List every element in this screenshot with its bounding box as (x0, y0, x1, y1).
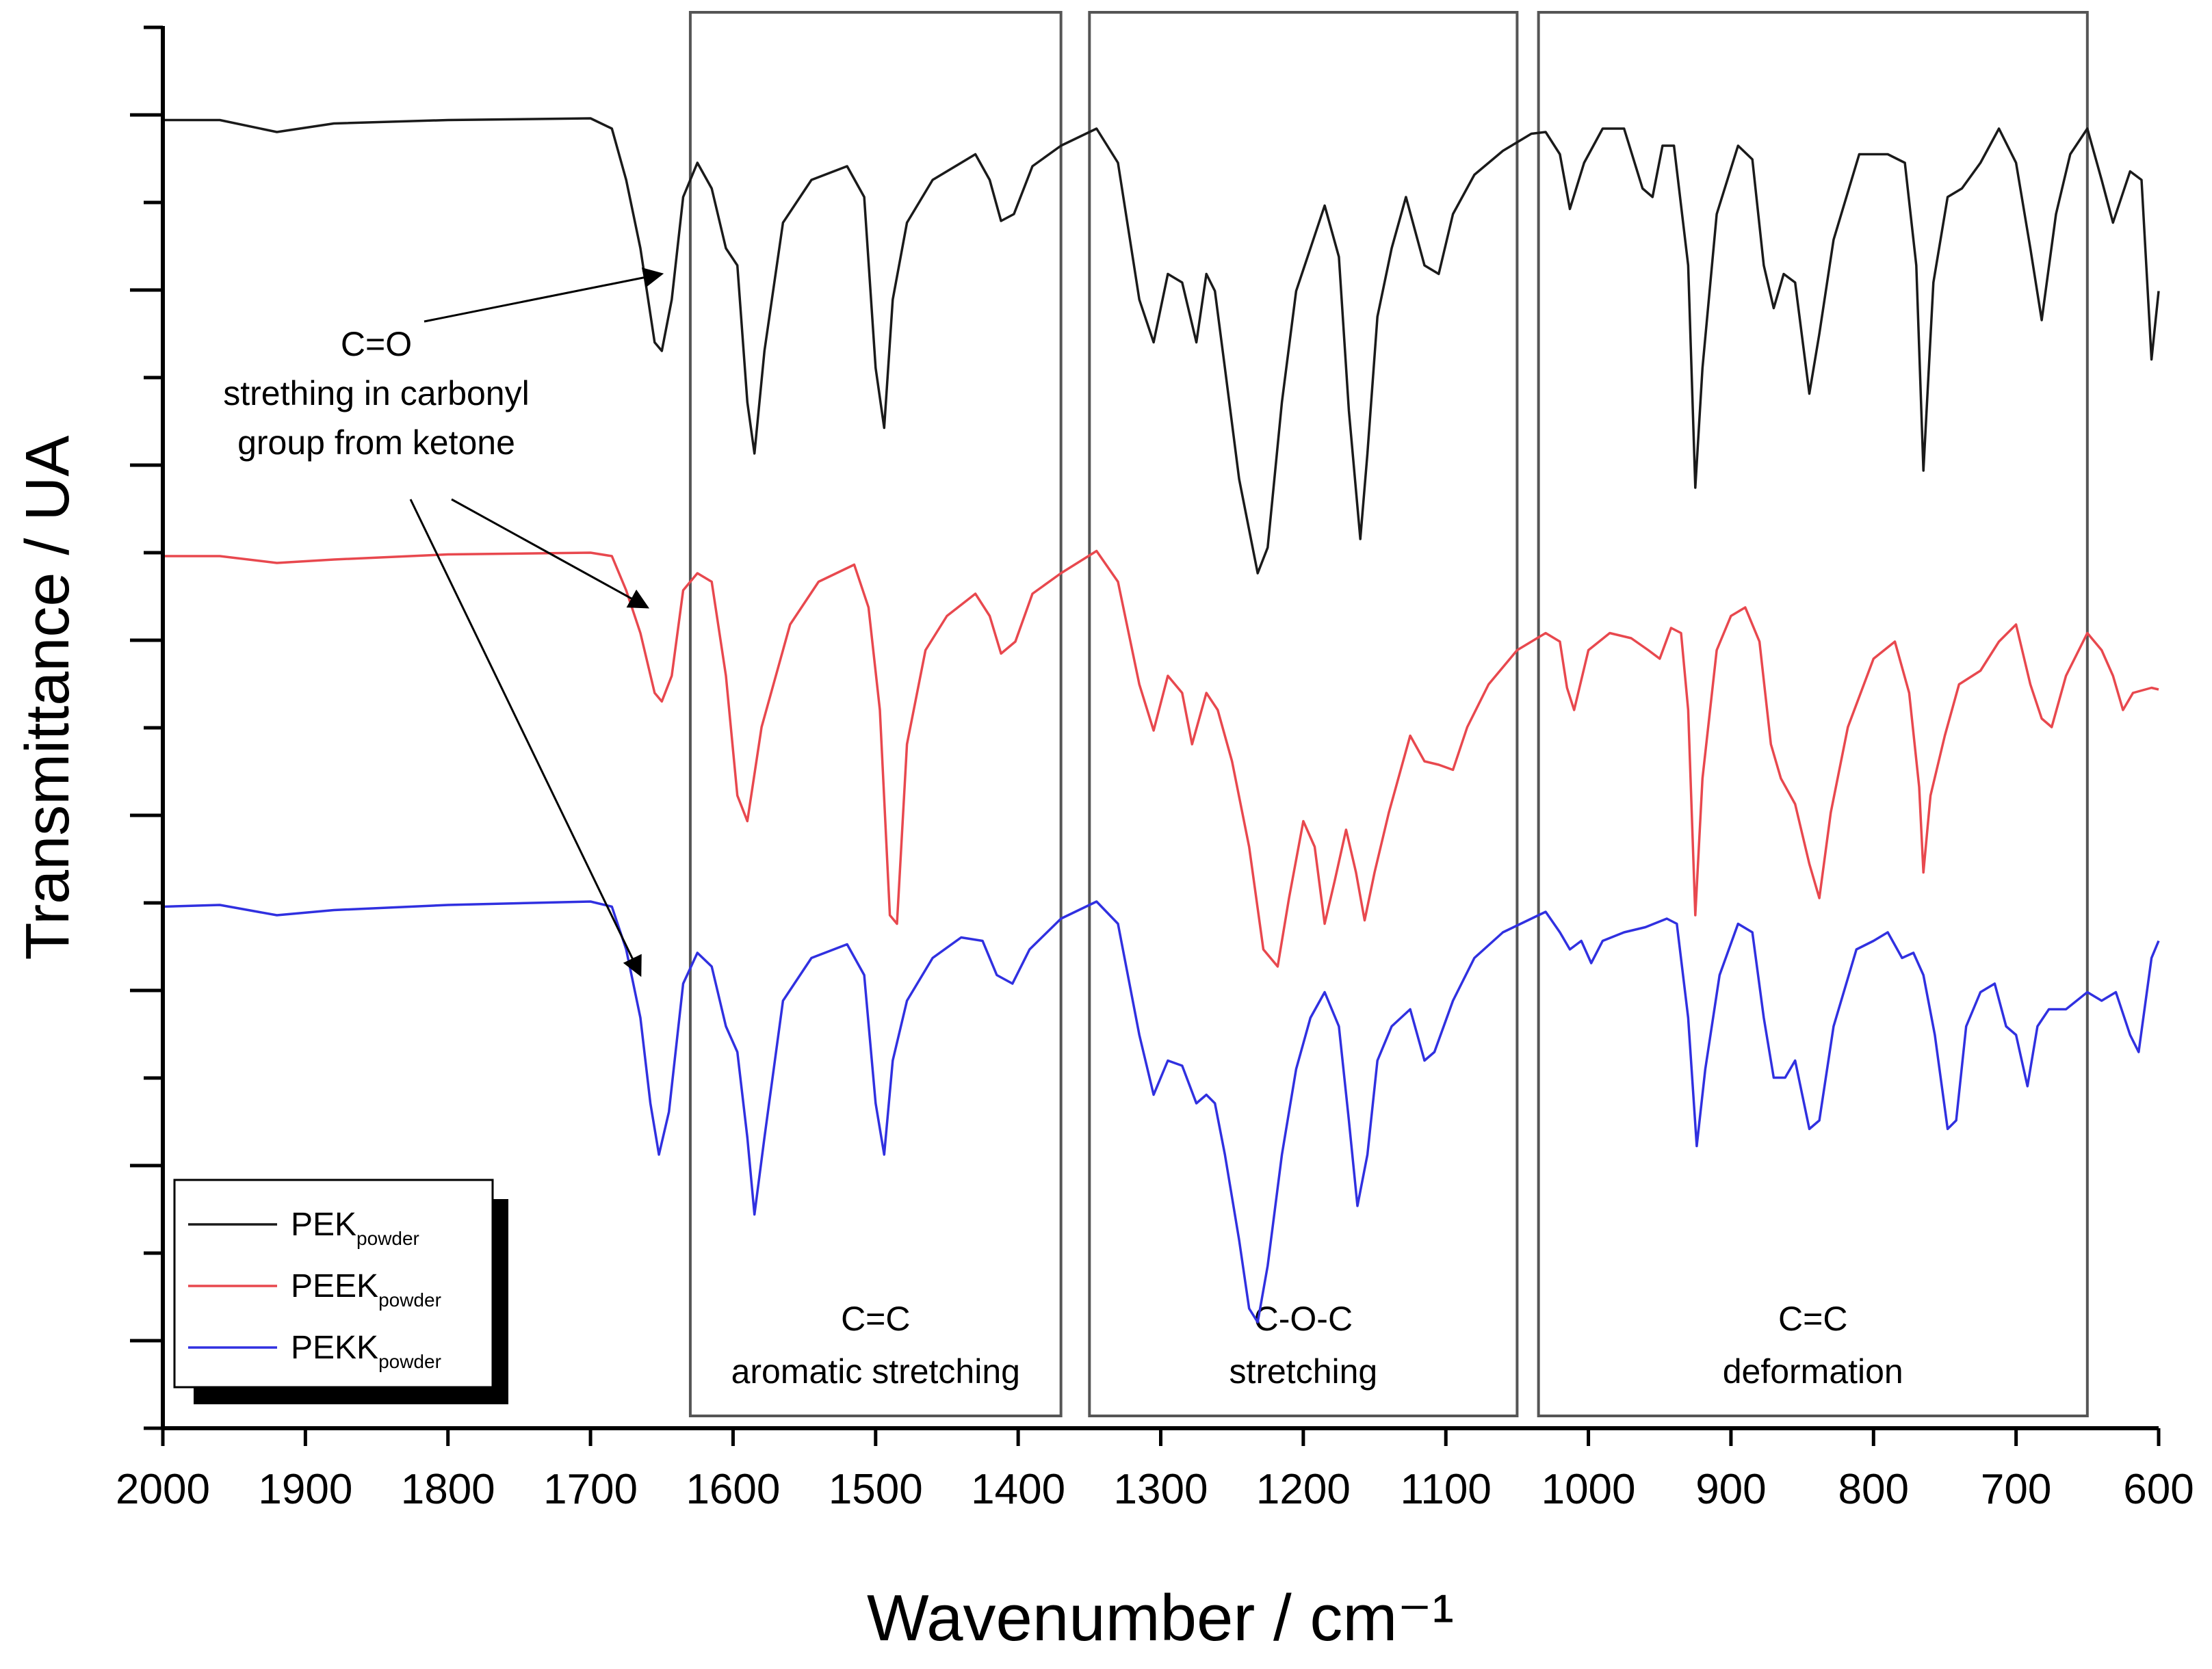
y-ticks-layer (130, 25, 163, 1430)
x-tick-label-1400: 1400 (971, 1466, 1065, 1513)
region-label-3-b: deformation (1723, 1352, 1903, 1391)
x-tick-label-900: 900 (1695, 1466, 1766, 1513)
annotation-arrow-3 (409, 499, 642, 977)
x-tick-label-700: 700 (1981, 1466, 2051, 1513)
x-tick-label-1800: 1800 (401, 1466, 495, 1513)
x-tick-label-1700: 1700 (543, 1466, 638, 1513)
region-box-3 (1537, 11, 2089, 1417)
series-line-pekk (162, 900, 2160, 1324)
annotation-line-2: strething in carbonyl (223, 374, 529, 412)
annotation-arrow-1 (424, 267, 664, 323)
regions-layer: C=C aromatic stretching C-O-C stretching C=C… (688, 11, 2089, 1417)
region-label-1-b: aromatic stretching (731, 1352, 1020, 1391)
x-tick-label-800: 800 (1838, 1466, 1909, 1513)
series-line-pek (163, 117, 2160, 575)
x-ticks-layer: 2000 1900 1800 1700 1600 1500 1400 1300 1200 1100… (116, 1428, 2194, 1513)
region-label-2-a: C-O-C (1254, 1300, 1353, 1338)
region-label-3-a: C=C (1778, 1300, 1847, 1338)
legend-box (173, 1179, 494, 1389)
annotation-arrow-2 (451, 498, 650, 609)
x-tick-label-1000: 1000 (1541, 1466, 1636, 1513)
region-label-2-b: stretching (1229, 1352, 1377, 1391)
x-tick-label-1500: 1500 (829, 1466, 923, 1513)
annotation-line-1: C=O (341, 325, 412, 363)
series-layer (162, 117, 2160, 1324)
y-axis-title: Transmittance / UA (14, 436, 82, 960)
region-label-1-a: C=C (841, 1300, 910, 1338)
x-tick-label-1600: 1600 (686, 1466, 780, 1513)
x-tick-label-1300: 1300 (1114, 1466, 1208, 1513)
annotation-line-3: group from ketone (237, 423, 515, 462)
region-box-1 (688, 11, 1063, 1417)
x-tick-label-1100: 1100 (1401, 1466, 1492, 1513)
x-tick-label-2000: 2000 (116, 1466, 210, 1513)
x-tick-label-600: 600 (2123, 1466, 2194, 1513)
series-line-peek (163, 549, 2159, 968)
x-axis-title: Wavenumber / cm⁻¹ (867, 1581, 1454, 1655)
region-box-2 (1088, 11, 1519, 1417)
carbonyl-annotation: C=O strething in carbonyl group from ket… (223, 267, 664, 977)
x-tick-label-1900: 1900 (258, 1466, 352, 1513)
x-tick-label-1200: 1200 (1256, 1466, 1351, 1513)
